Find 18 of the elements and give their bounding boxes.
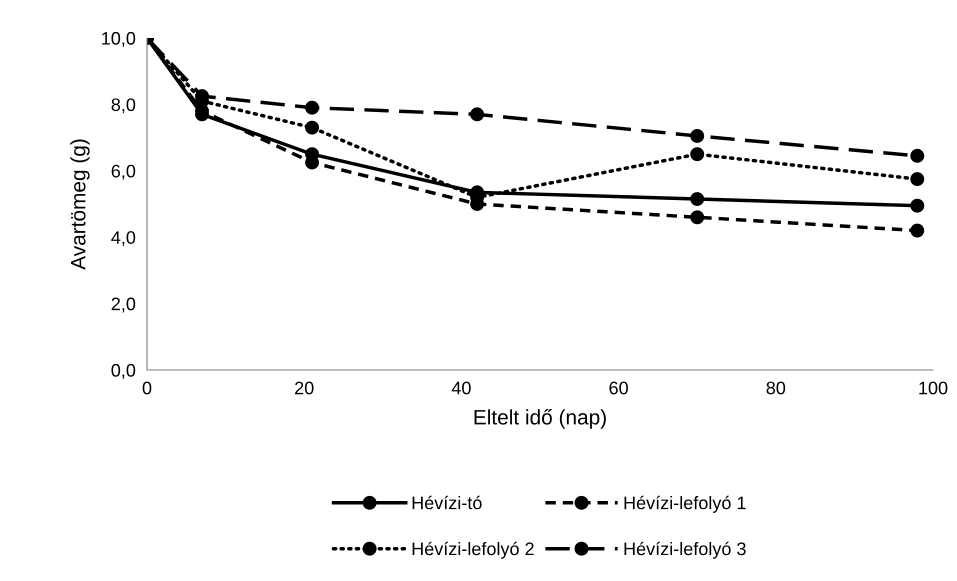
y-tick-label: 4,0 bbox=[111, 231, 136, 246]
y-tick-label: 0,0 bbox=[111, 364, 136, 379]
x-tick-label: 80 bbox=[766, 382, 786, 394]
x-tick-label: 0 bbox=[142, 382, 152, 394]
x-tick-label: 40 bbox=[452, 382, 471, 394]
x-axis-title: Eltelt idő (nap) bbox=[474, 409, 606, 429]
x-tick-label: 100 bbox=[919, 382, 948, 394]
legend-label: Hévízi-lefolyó 3 bbox=[624, 542, 746, 559]
y-tick-label: 6,0 bbox=[112, 164, 136, 180]
y-tick-label: 2,0 bbox=[112, 298, 136, 312]
y-tick-label: 10,0 bbox=[102, 32, 136, 47]
x-tick-label: 20 bbox=[295, 382, 314, 394]
y-axis-title: Avartömeg (g) bbox=[70, 139, 90, 270]
y-tick-label: 8,0 bbox=[112, 98, 136, 114]
legend-label: Hévízi-lefolyó 2 bbox=[412, 542, 534, 559]
x-tick-label: 60 bbox=[609, 382, 628, 394]
legend-label: Hévízi-tó bbox=[412, 496, 482, 510]
legend-label: Hévízi-lefolyó 1 bbox=[624, 496, 746, 513]
